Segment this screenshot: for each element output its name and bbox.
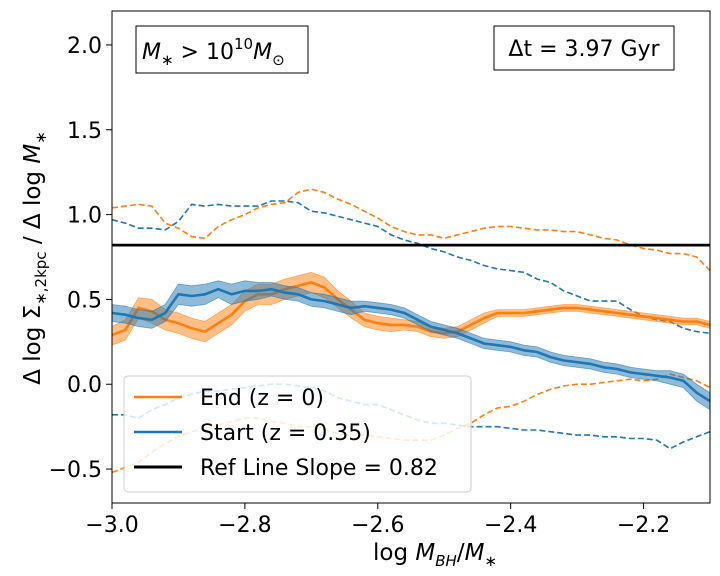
x-tick-label: −2.4 <box>484 513 537 538</box>
series-start-band <box>112 280 710 411</box>
series-end-dashed-upper <box>112 188 710 272</box>
legend-label-ref: Ref Line Slope = 0.82 <box>200 456 438 481</box>
y-axis: −0.5 0.0 0.5 1.0 1.5 2.0 <box>49 34 112 483</box>
y-tick-label: 2.0 <box>67 34 102 59</box>
x-axis: −3.0 −2.8 −2.6 −2.4 −2.2 <box>85 503 670 538</box>
y-tick-label: 1.5 <box>67 119 102 144</box>
legend: End (z = 0) Start (z = 0.35) Ref Line Sl… <box>123 375 472 493</box>
mass-cut-annotation: M∗ > 1010M⊙ <box>135 25 309 74</box>
mass-cut-text: M∗ > 1010M⊙ <box>142 35 285 69</box>
y-tick-label: 1.0 <box>67 204 102 229</box>
x-axis-label: log MBH/M∗ <box>373 540 497 570</box>
legend-label-end: End (z = 0) <box>200 386 324 411</box>
x-tick-label: −2.2 <box>617 513 670 538</box>
legend-label-start: Start (z = 0.35) <box>200 421 371 446</box>
mass-cut-box <box>135 25 309 74</box>
y-tick-label: 0.0 <box>67 373 102 398</box>
delta-t-text: Δt = 3.97 Gyr <box>508 37 660 62</box>
series-end-band <box>112 271 710 346</box>
series-start-median <box>112 287 710 403</box>
legend-box <box>123 375 472 493</box>
series-end-median <box>112 281 710 337</box>
x-tick-label: −3.0 <box>85 513 138 538</box>
y-tick-label: −0.5 <box>49 458 102 483</box>
y-tick-label: 0.5 <box>67 288 102 313</box>
delta-t-annotation: Δt = 3.97 Gyr <box>493 25 675 71</box>
x-tick-label: −2.6 <box>351 513 404 538</box>
x-tick-label: −2.8 <box>218 513 271 538</box>
series-start-dashed-upper <box>112 200 710 335</box>
axes-frame <box>111 10 711 504</box>
delta-t-box <box>493 25 675 71</box>
y-axis-label: Δ log Σ∗,2kpc / Δ log M∗ <box>20 131 50 385</box>
